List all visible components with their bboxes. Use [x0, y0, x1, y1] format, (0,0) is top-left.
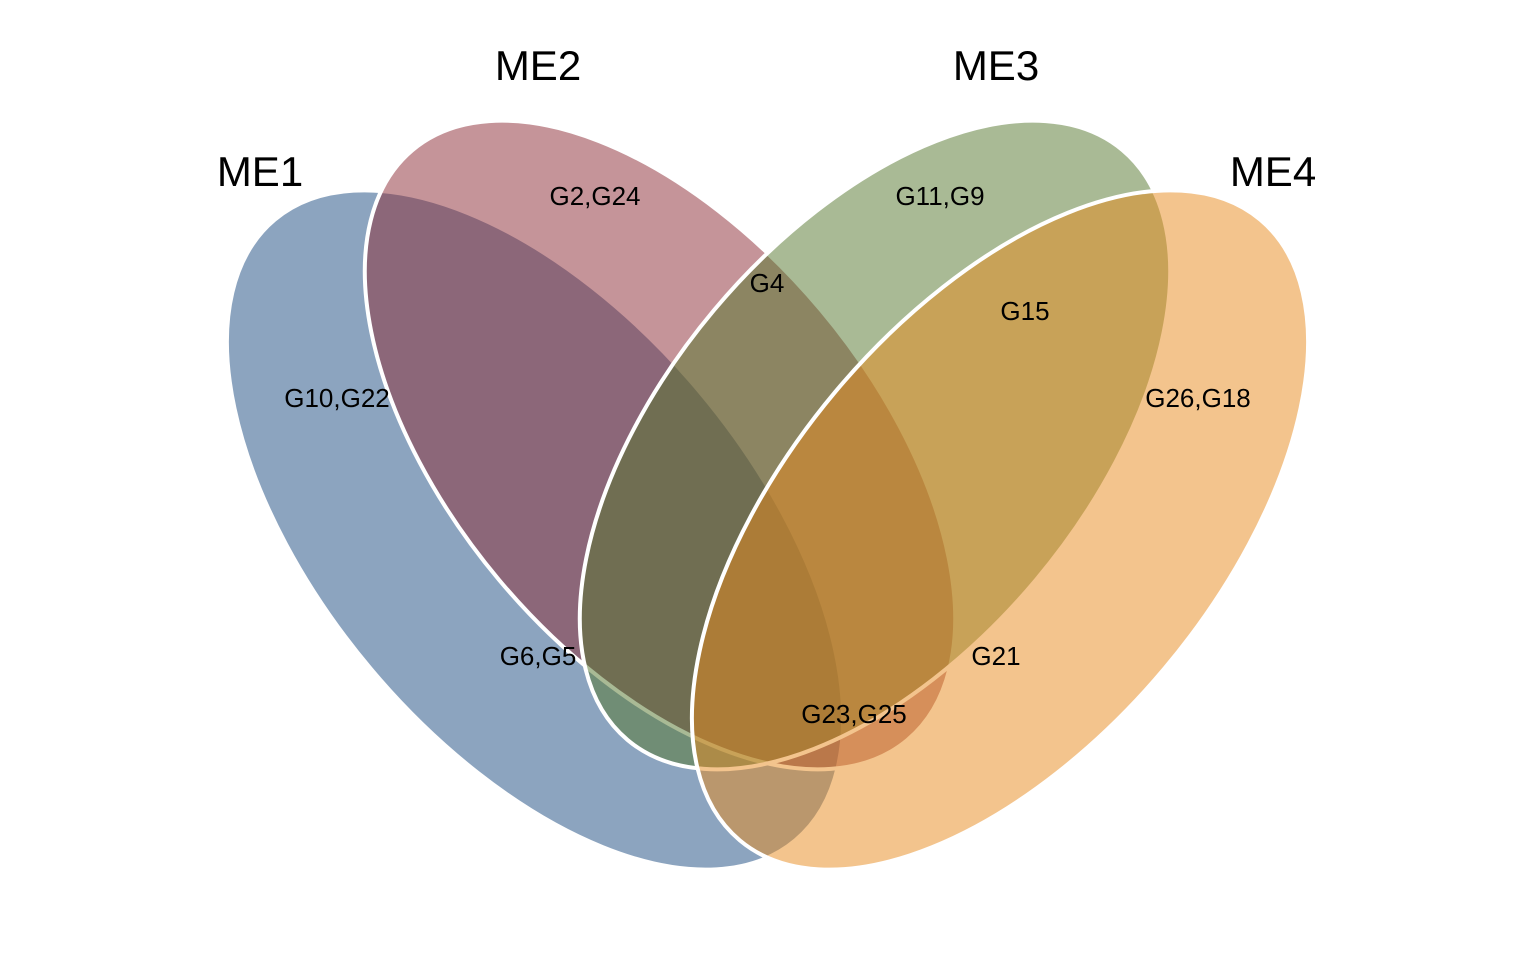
set-ellipses: [224, 118, 1311, 872]
region-label-me2-only: G2,G24: [549, 181, 640, 211]
set-label-me1: ME1: [217, 148, 303, 195]
set-label-me4: ME4: [1230, 148, 1316, 195]
set-ellipse-me4: [689, 188, 1311, 872]
region-labels: G10,G22 G2,G24 G11,G9 G26,G18 G4 G15 G6,…: [284, 181, 1251, 729]
set-label-me3: ME3: [953, 42, 1039, 89]
region-label-me1-me3: G6,G5: [500, 641, 577, 671]
region-label-me4-only: G26,G18: [1145, 383, 1251, 413]
region-label-me3-only: G11,G9: [895, 181, 984, 211]
region-label-me2-me3: G4: [750, 268, 785, 298]
region-label-me2-me4: G21: [971, 641, 1020, 671]
region-label-me3-me4: G15: [1000, 296, 1049, 326]
region-label-me1-only: G10,G22: [284, 383, 390, 413]
region-label-me1-me4: G23,G25: [801, 699, 907, 729]
set-label-me2: ME2: [495, 42, 581, 89]
set-labels: ME1 ME2 ME3 ME4: [217, 42, 1316, 195]
